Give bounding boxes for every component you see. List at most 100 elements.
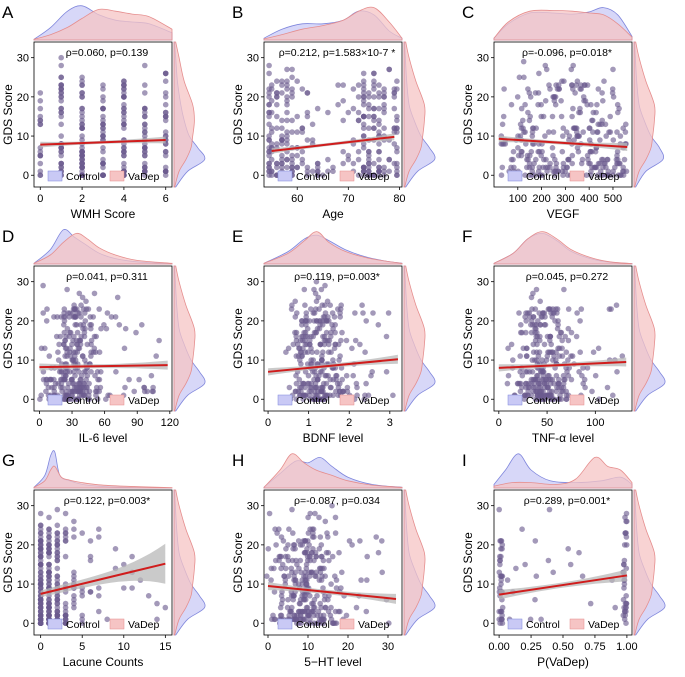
data-point [64,286,70,293]
data-point [575,148,582,155]
legend-label-vadep: VaDep [588,171,619,183]
data-point [51,388,58,395]
panel-letter: C [462,3,474,22]
data-point [284,137,290,143]
data-point [360,113,367,120]
data-point [121,105,127,112]
data-point [391,90,398,96]
y-axis-label: GDS Score [1,84,15,145]
x-tick-label: 500 [604,193,622,205]
data-point [266,70,272,77]
data-point [532,538,539,544]
data-point [62,553,69,560]
data-point [142,125,148,131]
x-axis-label: WMH Score [71,207,136,221]
data-point [328,384,334,391]
correlation-annotation: ρ=0.060, p=0.139 [66,47,149,59]
legend-swatch-control [277,394,293,406]
data-point [621,542,628,548]
data-point [294,129,300,135]
data-point [355,156,362,163]
data-point [621,557,628,564]
data-point [624,518,630,525]
data-point [562,333,568,340]
data-point [549,113,556,120]
legend-label-control: Control [526,171,560,183]
data-point [528,318,535,324]
data-point [310,357,316,363]
data-point [499,546,505,552]
data-point [331,314,338,320]
data-point [621,608,628,615]
data-point [614,369,620,375]
data-point [315,376,321,383]
data-point [62,526,69,532]
data-point [541,310,548,316]
panel-letter: B [232,3,243,22]
data-point [550,569,556,576]
data-point [289,164,295,171]
data-point [154,616,160,623]
data-point [79,593,85,599]
data-point [610,392,616,399]
data-point [279,117,285,124]
data-point [62,620,69,626]
data-point [91,333,98,340]
data-point [279,82,285,88]
data-point [296,376,303,383]
data-point [622,129,629,135]
data-point [285,553,291,560]
data-point [58,380,65,387]
x-axis-label: 5−HT level [304,655,361,669]
data-point [381,172,387,178]
data-point [594,101,600,108]
data-point [344,384,351,391]
data-point [294,152,300,159]
data-point [121,121,127,128]
data-point [576,109,582,116]
top-density-vadep [263,453,403,489]
data-point [121,145,127,151]
data-point [289,94,295,100]
data-point [366,172,372,178]
data-point [394,148,400,155]
data-point [299,353,305,359]
data-point [297,600,303,607]
data-point [544,168,550,175]
correlation-annotation: ρ=-0.096, p=0.018* [522,47,612,59]
data-point [619,353,626,359]
data-point [599,90,605,96]
data-point [54,549,61,556]
data-point [623,121,629,128]
data-point [366,101,372,108]
panel-letter: G [2,451,15,470]
data-point [304,113,311,120]
data-point [504,380,511,387]
data-point [304,137,311,143]
data-point [162,604,169,611]
data-point [606,129,612,135]
data-point [560,125,567,131]
data-point [72,314,78,320]
data-point [304,172,311,178]
correlation-annotation: ρ=0.045, p=0.272 [526,271,609,283]
data-point [615,109,621,116]
data-point [539,376,545,383]
data-point [325,109,331,116]
data-point [289,152,295,159]
legend-label-vadep: VaDep [358,619,389,631]
data-point [46,553,52,560]
data-point [359,302,365,308]
legend-swatch-vadep [339,170,355,182]
data-point [580,380,586,387]
data-point [37,534,44,540]
data-point [364,577,370,583]
data-point [519,329,525,336]
data-point [325,314,331,320]
data-point [79,172,85,178]
data-point [317,341,323,348]
data-point [121,160,127,167]
data-point [58,113,64,120]
x-axis-label: BDNF level [303,431,364,445]
data-point [304,164,311,171]
